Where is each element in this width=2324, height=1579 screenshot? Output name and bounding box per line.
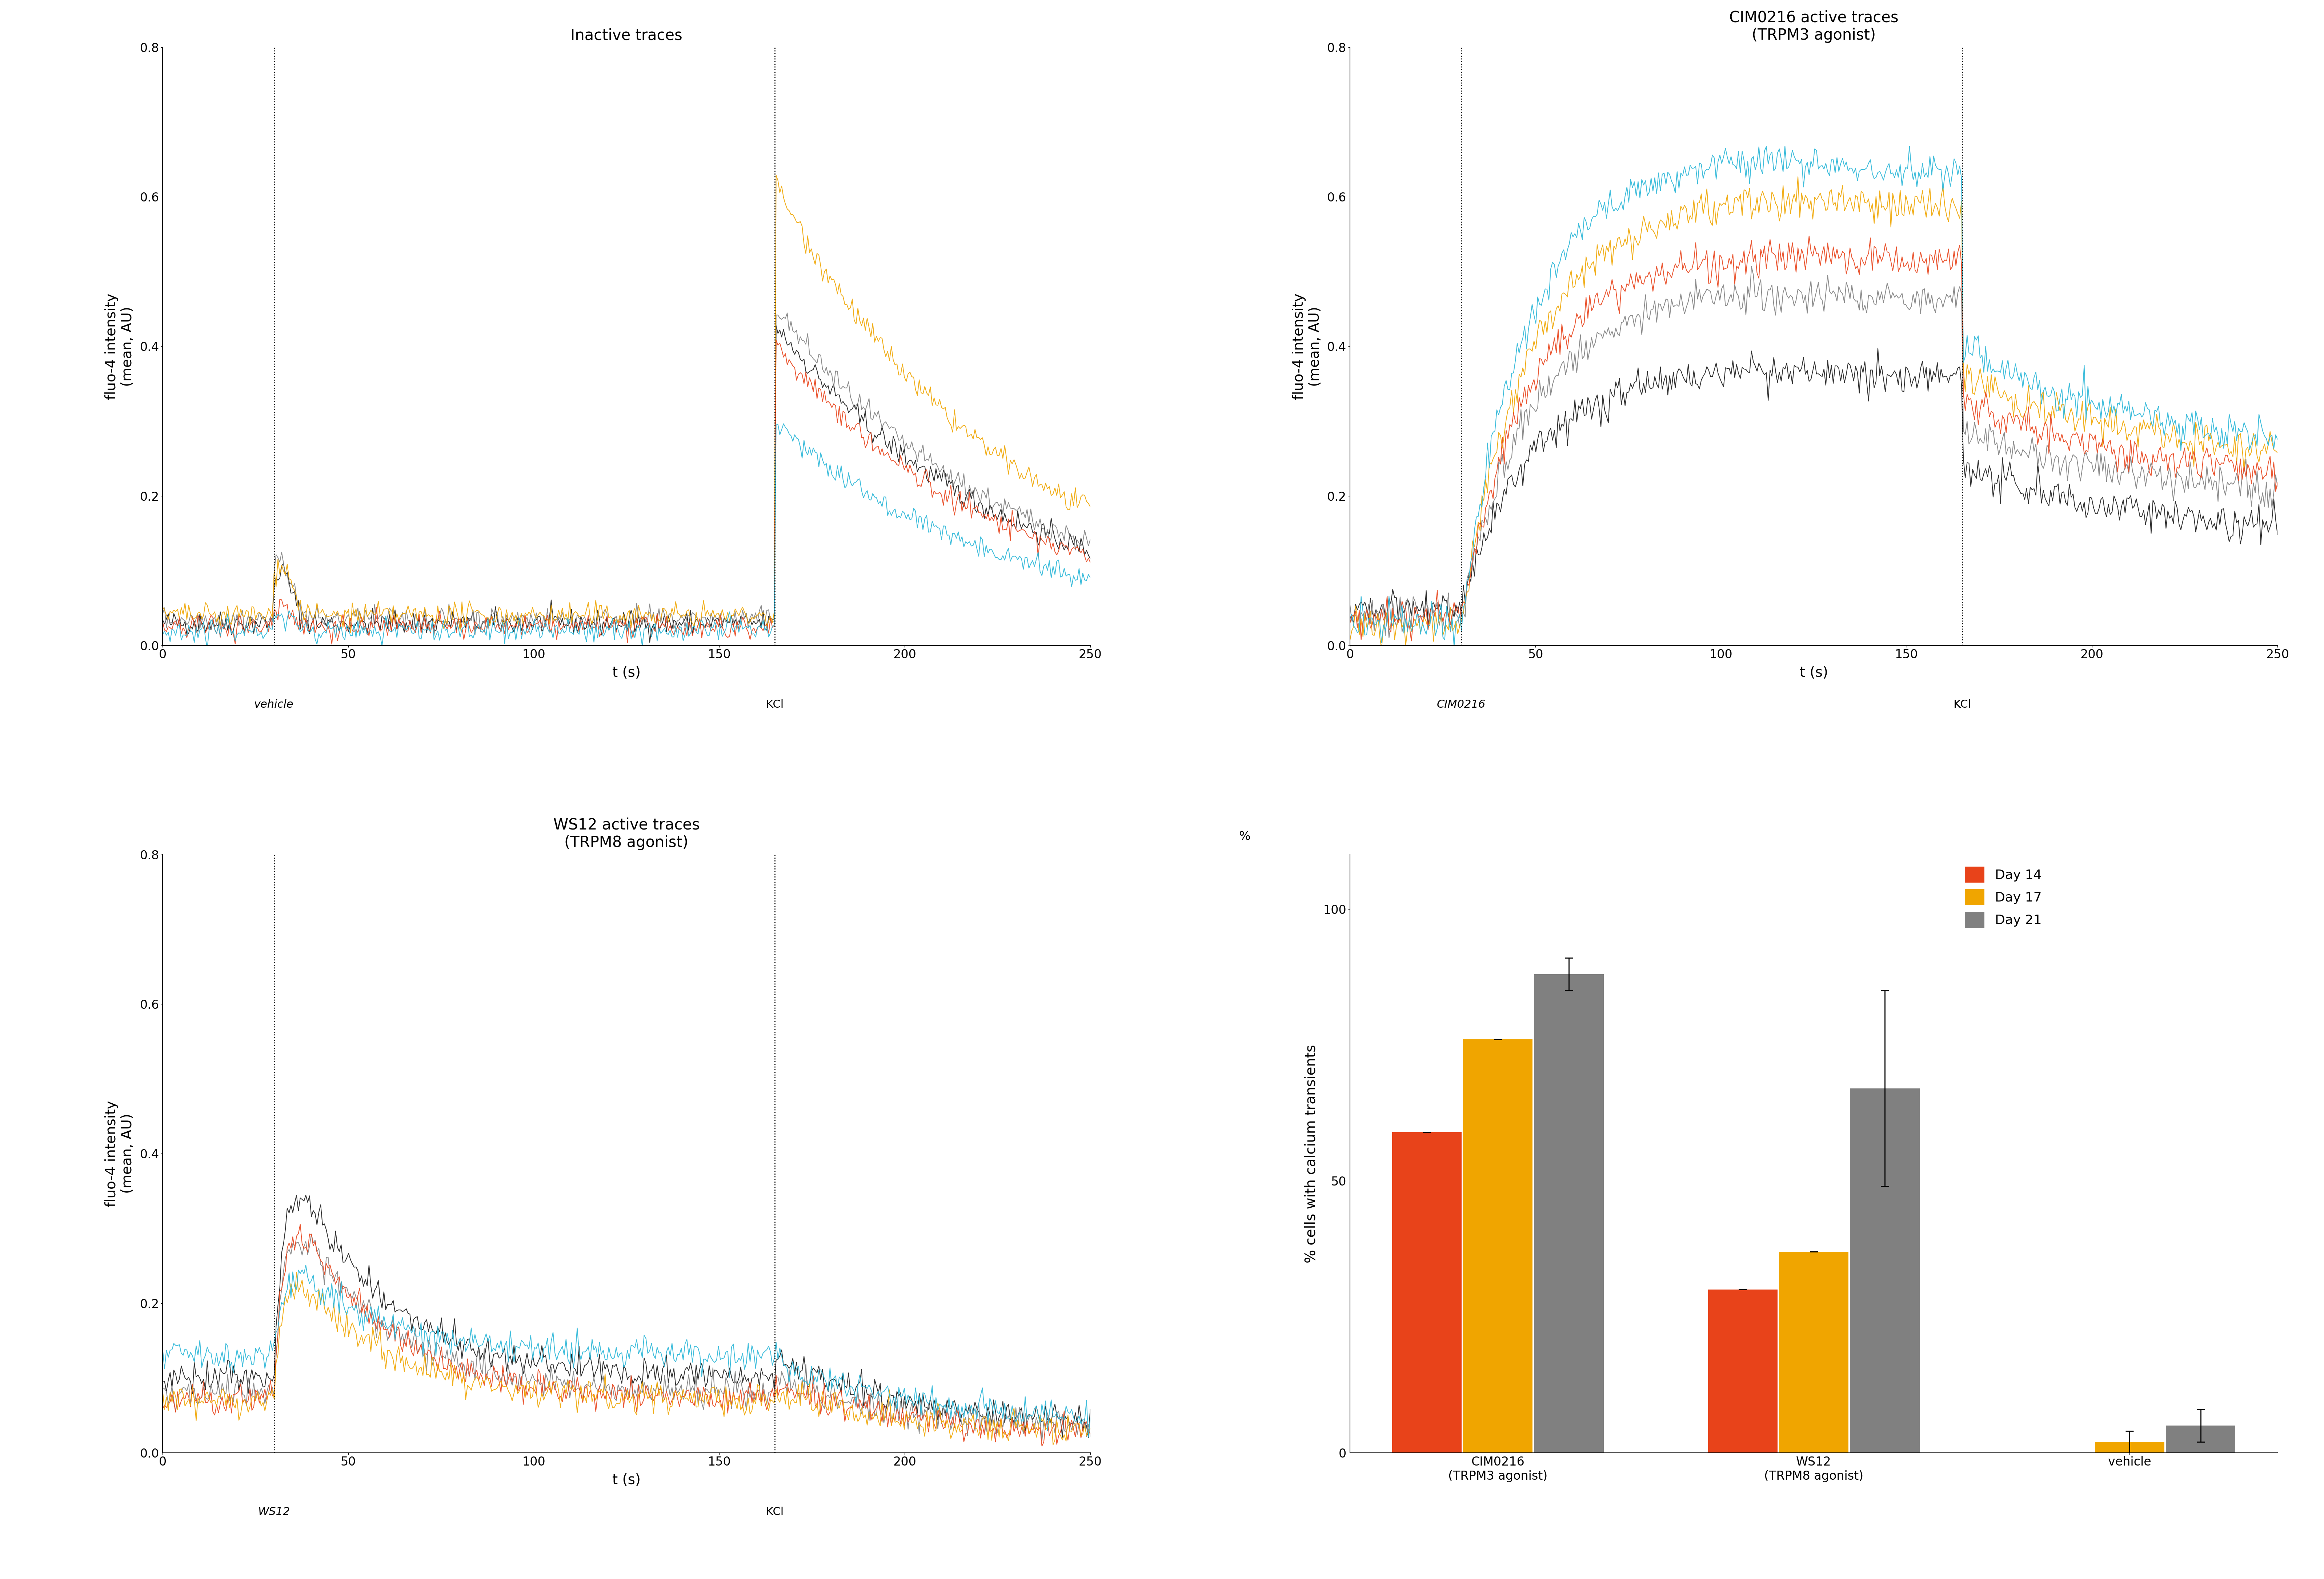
Y-axis label: fluo-4 intensity
(mean, AU): fluo-4 intensity (mean, AU)	[105, 294, 135, 399]
Bar	[1850, 1088, 1920, 1453]
X-axis label: t (s): t (s)	[611, 1473, 641, 1487]
Y-axis label: % cells with calcium transients: % cells with calcium transients	[1304, 1045, 1318, 1263]
Legend: Day 14, Day 17, Day 21: Day 14, Day 17, Day 21	[1959, 861, 2047, 933]
Text: WS12: WS12	[258, 1506, 290, 1517]
Bar	[1534, 974, 1604, 1453]
Bar	[1392, 1132, 1462, 1453]
Text: vehicle: vehicle	[253, 699, 293, 709]
Bar	[1708, 1290, 1778, 1453]
Y-axis label: fluo-4 intensity
(mean, AU): fluo-4 intensity (mean, AU)	[105, 1101, 135, 1206]
Y-axis label: fluo-4 intensity
(mean, AU): fluo-4 intensity (mean, AU)	[1292, 294, 1322, 399]
Text: KCl: KCl	[767, 1506, 783, 1517]
Text: %: %	[1239, 831, 1250, 843]
Text: KCl: KCl	[1954, 699, 1971, 709]
Title: CIM0216 active traces
(TRPM3 agonist): CIM0216 active traces (TRPM3 agonist)	[1729, 9, 1899, 43]
X-axis label: t (s): t (s)	[611, 666, 641, 681]
Text: CIM0216: CIM0216	[1436, 699, 1485, 709]
Bar	[2166, 1426, 2236, 1453]
Text: KCl: KCl	[767, 699, 783, 709]
Title: Inactive traces: Inactive traces	[569, 28, 683, 43]
X-axis label: t (s): t (s)	[1799, 666, 1829, 681]
Bar	[1778, 1252, 1848, 1453]
Bar	[2094, 1442, 2164, 1453]
Title: WS12 active traces
(TRPM8 agonist): WS12 active traces (TRPM8 agonist)	[553, 818, 700, 851]
Bar	[1464, 1039, 1532, 1453]
